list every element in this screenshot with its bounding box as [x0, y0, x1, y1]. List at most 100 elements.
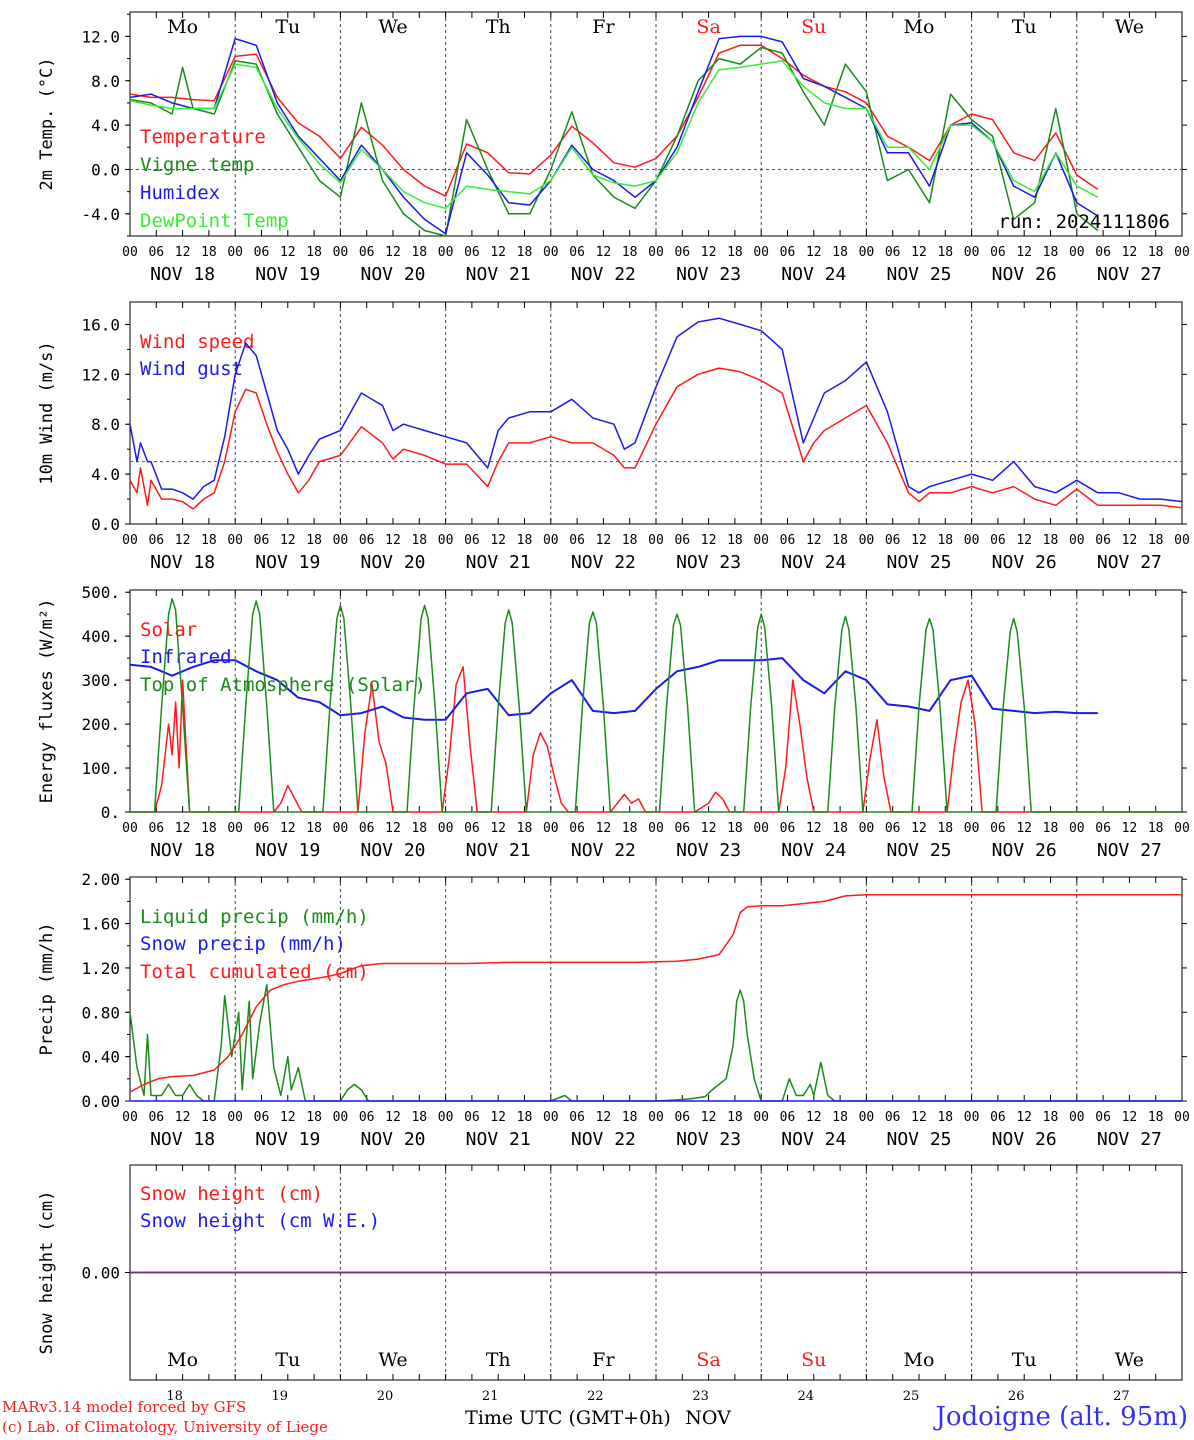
day-number-label: 20 — [377, 1389, 394, 1404]
date-label: NOV 27 — [1097, 1129, 1162, 1150]
date-label: NOV 18 — [150, 1129, 215, 1150]
date-label: NOV 22 — [571, 840, 636, 861]
date-label: NOV 18 — [150, 840, 215, 861]
hour-tick-label: 12 — [701, 245, 717, 260]
hour-tick-label: 06 — [359, 245, 375, 260]
hour-tick-label: 00 — [333, 1110, 349, 1125]
y-tick-label: 100. — [81, 759, 120, 778]
hour-tick-label: 06 — [359, 533, 375, 548]
hour-tick-label: 06 — [674, 533, 690, 548]
day-number-label: 18 — [166, 1389, 183, 1404]
hour-tick-label: 12 — [1122, 533, 1138, 548]
series-line-dewpoint-temp — [129, 60, 1099, 210]
hour-tick-label: 00 — [1174, 821, 1190, 836]
date-label: NOV 25 — [886, 840, 951, 861]
hour-tick-label: 00 — [859, 1110, 875, 1125]
date-label: NOV 19 — [255, 1129, 320, 1150]
date-label: NOV 27 — [1097, 840, 1162, 861]
hour-tick-label: 12 — [911, 533, 927, 548]
date-label: NOV 25 — [886, 1129, 951, 1150]
y-tick-label: 0.00 — [81, 1264, 120, 1283]
y-tick-label: 4.0 — [91, 116, 120, 135]
hour-tick-label: 12 — [911, 821, 927, 836]
hour-tick-label: 12 — [1016, 245, 1032, 260]
hour-tick-label: 18 — [201, 245, 217, 260]
day-number-label: 25 — [903, 1389, 920, 1404]
hour-tick-label: 00 — [227, 533, 243, 548]
panel-4: 0.00 0.40 0.80 1.20 1.60 2.00 Precip (mm/h) 00 0… — [37, 870, 1190, 1150]
hour-tick-label: 00 — [859, 533, 875, 548]
hour-tick-label: 12 — [385, 821, 401, 836]
hour-tick-label: 00 — [1069, 1110, 1085, 1125]
y-tick-label: -4.0 — [81, 205, 120, 224]
series-line-total-cumulated-cm- — [129, 893, 1182, 1093]
hour-tick-label: 18 — [1148, 533, 1164, 548]
hour-tick-label: 18 — [201, 533, 217, 548]
date-label: NOV 27 — [1097, 264, 1162, 285]
hour-tick-label: 06 — [148, 245, 164, 260]
hour-tick-label: 00 — [964, 1110, 980, 1125]
hour-tick-label: 06 — [254, 245, 270, 260]
hour-tick-label: 00 — [1174, 245, 1190, 260]
hour-tick-label: 00 — [227, 821, 243, 836]
hour-tick-label: 00 — [333, 533, 349, 548]
hour-tick-label: 06 — [359, 1110, 375, 1125]
hour-tick-label: 06 — [1095, 245, 1111, 260]
weekday-label-top: Tu — [1012, 16, 1037, 38]
series-line-temperature — [129, 44, 1099, 197]
hour-tick-label: 00 — [122, 533, 138, 548]
y-tick-label: 300. — [81, 671, 120, 690]
legend-entry: Solar — [140, 619, 197, 641]
hour-tick-label: 00 — [964, 821, 980, 836]
hour-tick-label: 18 — [622, 1110, 638, 1125]
hour-tick-label: 06 — [674, 821, 690, 836]
y-tick-label: 8.0 — [91, 72, 120, 91]
hour-tick-label: 18 — [517, 533, 533, 548]
hour-tick-label: 12 — [490, 821, 506, 836]
legend-entry: Snow height (cm) — [140, 1183, 323, 1205]
legend-entry: Top of Atmosphere (Solar) — [140, 674, 426, 696]
date-label: NOV 20 — [360, 264, 425, 285]
hour-tick-label: 12 — [1122, 821, 1138, 836]
hour-tick-label: 18 — [1043, 245, 1059, 260]
day-number-label: 23 — [692, 1389, 709, 1404]
series-line-top-of-atmosphere-solar- — [130, 598, 1182, 813]
hour-tick-label: 00 — [859, 821, 875, 836]
hour-tick-label: 00 — [543, 245, 559, 260]
hour-tick-label: 18 — [1148, 245, 1164, 260]
y-axis-label: 10m Wind (m/s) — [37, 341, 57, 484]
date-label: NOV 22 — [571, 264, 636, 285]
hour-tick-label: 06 — [674, 1110, 690, 1125]
hour-tick-label: 06 — [464, 533, 480, 548]
hour-tick-label: 18 — [201, 821, 217, 836]
hour-tick-label: 00 — [333, 821, 349, 836]
hour-tick-label: 00 — [753, 533, 769, 548]
hour-tick-label: 12 — [1016, 821, 1032, 836]
y-tick-label: 500. — [81, 583, 120, 602]
date-label: NOV 21 — [466, 840, 531, 861]
legend-entry: Vigne temp — [140, 154, 254, 176]
hour-tick-label: 00 — [438, 245, 454, 260]
weekday-label-top: We — [378, 16, 407, 38]
legend-entry: DewPoint Temp — [140, 210, 289, 232]
date-label: NOV 24 — [781, 552, 846, 573]
weekday-label-bottom: Mo — [904, 1349, 935, 1371]
hour-tick-label: 00 — [438, 533, 454, 548]
hour-tick-label: 12 — [911, 245, 927, 260]
panel-1: -4.0 0.0 4.0 8.0 12.0 2m Temp. (°C) 00 06 12 18 00… — [37, 11, 1190, 285]
series-line-infrared — [129, 657, 1098, 721]
date-label: NOV 19 — [255, 840, 320, 861]
hour-tick-label: 18 — [306, 1110, 322, 1125]
day-number-label: 27 — [1113, 1389, 1130, 1404]
hour-tick-label: 12 — [1122, 1110, 1138, 1125]
legend-entry: Wind speed — [140, 331, 254, 353]
hour-tick-label: 12 — [385, 1110, 401, 1125]
hour-tick-label: 18 — [411, 1110, 427, 1125]
month-label: NOV — [685, 1407, 731, 1429]
weekday-label-top: Fr — [592, 16, 615, 38]
hour-tick-label: 00 — [648, 533, 664, 548]
date-label: NOV 26 — [992, 1129, 1057, 1150]
legend-entry: Humidex — [140, 182, 220, 204]
hour-tick-label: 18 — [727, 245, 743, 260]
